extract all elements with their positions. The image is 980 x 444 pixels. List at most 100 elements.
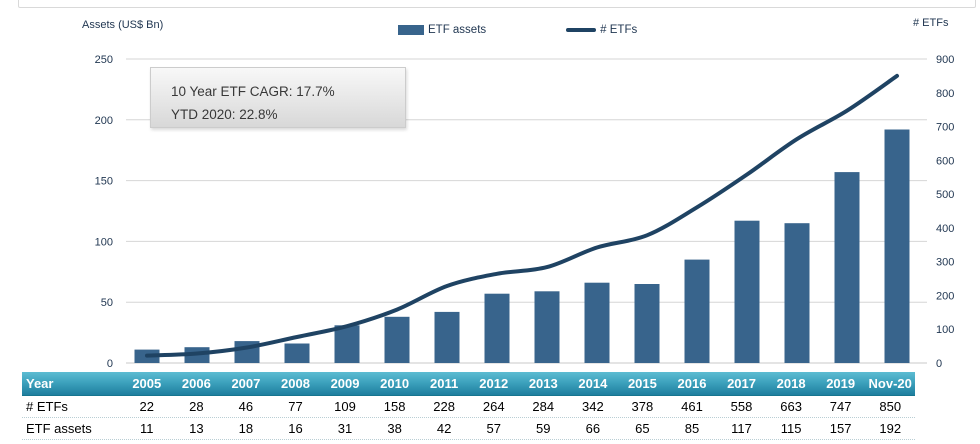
right-axis-tick-100: 100 [936,324,954,336]
left-axis-tick-100: 100 [95,236,113,248]
table-header-2017: 2017 [727,376,756,391]
right-axis-tick-600: 600 [936,155,954,167]
bar-2013 [534,291,560,363]
cell-2010: 38 [387,421,402,436]
legend-item-num-etfs: # ETFs [566,24,637,36]
table-header-Nov-20: Nov-20 [868,376,912,391]
row-label: ETF assets [26,421,92,436]
table-header-2016: 2016 [677,376,707,391]
left-axis-tick-250: 250 [95,54,113,66]
table-header-2008: 2008 [281,376,310,391]
cell-2007: 46 [238,399,254,414]
right-axis-title: # ETFs [913,17,949,29]
cell-2016: 85 [684,421,700,436]
bar-2014 [584,282,610,363]
bar-2008 [284,343,310,363]
right-axis-tick-0: 0 [936,358,942,370]
cell-Nov-20: 850 [879,399,902,414]
legend-item-etf-assets: ETF assets [398,24,486,36]
num-etfs-line [145,73,899,358]
bar-Nov-20 [884,129,910,363]
cell-2007: 18 [238,421,254,436]
cell-2009: 31 [337,421,353,436]
cell-2013: 284 [532,399,555,414]
bar-2018 [784,223,810,363]
cell-2014: 342 [581,399,604,414]
cell-2011: 228 [433,399,455,414]
table-row--etfs: # ETFs 22 28 46 77 109 158 228 264 284 342 378 461 55… [22,396,915,418]
bar-2017 [734,220,760,363]
table-header-2011: 2011 [430,376,459,391]
cell-2008: 77 [288,399,303,414]
left-axis-title: Assets (US$ Bn) [82,19,164,31]
left-axis-tick-200: 200 [95,115,113,127]
right-axis-tick-700: 700 [936,122,954,134]
data-table: Year 2005 2006 2007 2008 2009 2010 2011 2012 2013… [22,372,915,440]
left-axis-tick-150: 150 [95,176,113,188]
table-header-2012: 2012 [479,376,509,391]
right-axis-tick-800: 800 [936,88,954,100]
cell-2018: 663 [780,399,802,414]
right-axis-tick-500: 500 [936,189,954,201]
legend-label-num-etfs: # ETFs [600,24,638,36]
table-header-year-label: Year [26,376,54,391]
cell-2018: 115 [780,421,802,436]
annotation-line-ytd: YTD 2020: 22.8% [171,107,278,122]
cell-2010: 158 [383,399,406,414]
cell-2014: 66 [585,421,601,436]
table-header-2015: 2015 [627,376,657,391]
right-axis-tick-300: 300 [936,257,954,269]
cell-2017: 558 [730,399,753,414]
legend-label-etf-assets: ETF assets [428,24,487,36]
table-row-etf-assets: ETF assets 11 13 18 16 31 38 42 57 59 66 65 85 117 115… [22,418,915,440]
cagr-annotation-box: 10 Year ETF CAGR: 17.7% YTD 2020: 22.8% [150,67,406,128]
cell-2008: 16 [288,421,303,436]
chart-legend: ETF assets # ETFs [398,24,637,36]
right-axis-tick-400: 400 [936,223,954,235]
table-header-2006: 2006 [181,376,211,391]
bar-series-swatch-icon [398,25,424,35]
right-axis-tick-200: 200 [936,290,954,302]
bar-2011 [434,311,460,363]
cell-2005: 11 [140,421,154,436]
cell-2012: 57 [486,421,501,436]
cell-Nov-20: 192 [879,421,902,436]
bar-2016 [684,259,710,363]
right-axis-tick-900: 900 [936,54,954,66]
cell-2017: 117 [731,421,752,436]
annotation-line-cagr: 10 Year ETF CAGR: 17.7% [171,84,335,99]
cell-2019: 747 [829,399,852,414]
bar-2015 [634,284,660,363]
cell-2012: 264 [482,399,505,414]
table-header-2014: 2014 [578,376,608,391]
combo-chart: 0 50 100 150 200 250 0 100 200 300 400 500 600 700 800… [95,54,955,370]
left-axis-tick-50: 50 [101,297,113,309]
left-axis-tick-0: 0 [107,358,113,370]
table-header-2007: 2007 [231,376,261,391]
cell-2011: 42 [436,421,452,436]
table-header-row: Year 2005 2006 2007 2008 2009 2010 2011 2012 2013… [22,372,915,396]
line-series-swatch-icon [566,28,597,32]
table-body: # ETFs 22 28 46 77 109 158 228 264 284 342 378 461 55… [22,396,915,440]
bar-2010 [384,316,410,363]
cell-2015: 378 [631,399,654,414]
top-divider-strip [18,0,976,8]
table-header-2009: 2009 [330,376,360,391]
table-header-2019: 2019 [826,376,856,391]
table-header-2013: 2013 [528,376,558,391]
cell-2006: 13 [189,421,204,436]
bar-2019 [834,172,860,363]
cell-2005: 22 [139,399,155,414]
bar-2012 [484,293,510,363]
cell-2015: 65 [635,421,650,436]
cell-2016: 461 [681,399,703,414]
bar-2009 [334,325,360,363]
table-header-2005: 2005 [132,376,162,391]
cell-2019: 157 [829,421,852,436]
table-header-2018: 2018 [776,376,806,391]
cell-2013: 59 [536,421,551,436]
row-label: # ETFs [26,399,68,414]
cell-2006: 28 [189,399,204,414]
cell-2009: 109 [334,399,356,414]
